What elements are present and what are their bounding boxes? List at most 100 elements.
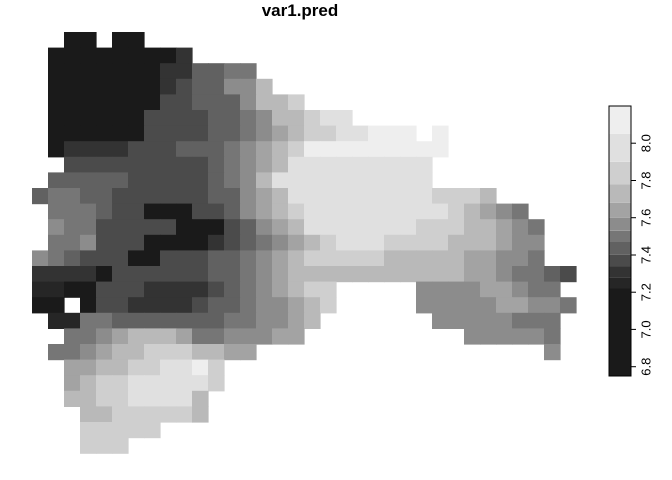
raster-cell <box>144 188 161 205</box>
raster-cell <box>368 219 385 236</box>
raster-cell <box>160 359 177 376</box>
raster-cell <box>176 203 193 220</box>
raster-cell <box>560 297 577 314</box>
raster-cell <box>528 328 545 345</box>
raster-cell <box>48 250 65 267</box>
raster-cell <box>128 110 145 127</box>
raster-cell <box>224 328 241 345</box>
raster-cell <box>64 32 81 49</box>
raster-cell <box>96 78 113 95</box>
raster-cell <box>240 110 257 127</box>
raster-cell <box>496 234 513 251</box>
raster-cell <box>416 141 433 158</box>
raster-cell <box>240 266 257 283</box>
raster-cell <box>288 125 305 142</box>
raster-cell <box>128 281 145 298</box>
raster-cell <box>64 94 81 111</box>
raster-cell <box>80 110 97 127</box>
raster-cell <box>176 297 193 314</box>
raster-cell <box>304 156 321 173</box>
chart-title: var1.pred <box>261 1 339 20</box>
raster-cell <box>192 344 209 361</box>
raster-cell <box>352 188 369 205</box>
raster-cell <box>144 78 161 95</box>
raster-cell <box>464 266 481 283</box>
raster-cell <box>112 375 129 392</box>
raster-cell <box>176 250 193 267</box>
raster-cell <box>544 312 561 329</box>
raster-cell <box>288 312 305 329</box>
raster-cell <box>416 172 433 189</box>
legend-swatch <box>609 266 631 278</box>
legend-swatch <box>609 106 631 134</box>
raster-cell <box>368 172 385 189</box>
raster-cell <box>256 78 273 95</box>
raster-cell <box>432 250 449 267</box>
raster-cell <box>416 266 433 283</box>
raster-cell <box>368 156 385 173</box>
raster-cell <box>224 281 241 298</box>
raster-cell <box>224 63 241 80</box>
raster-cell <box>256 234 273 251</box>
raster-cell <box>112 219 129 236</box>
raster-cell <box>368 141 385 158</box>
raster-cell <box>96 156 113 173</box>
raster-cell <box>304 125 321 142</box>
raster-cell <box>368 266 385 283</box>
raster-cell <box>208 188 225 205</box>
raster-cell <box>96 266 113 283</box>
raster-cell <box>448 219 465 236</box>
raster-cell <box>464 234 481 251</box>
raster-cell <box>336 156 353 173</box>
raster-cell <box>224 94 241 111</box>
raster-cell <box>320 281 337 298</box>
raster-cell <box>544 328 561 345</box>
raster-cell <box>352 266 369 283</box>
raster-cell <box>240 297 257 314</box>
raster-cell <box>160 344 177 361</box>
raster-cell <box>224 188 241 205</box>
raster-cell <box>128 47 145 64</box>
raster-cell <box>48 94 65 111</box>
raster-cell <box>224 203 241 220</box>
raster-cell <box>304 312 321 329</box>
raster-cell <box>192 281 209 298</box>
raster-cell <box>336 172 353 189</box>
raster-cell <box>208 344 225 361</box>
raster-cell <box>160 125 177 142</box>
raster-cell <box>176 172 193 189</box>
raster-cell <box>272 266 289 283</box>
raster-cell <box>64 375 81 392</box>
raster-cell <box>224 312 241 329</box>
raster-cell <box>416 297 433 314</box>
raster-cell <box>192 406 209 423</box>
raster-cell <box>48 47 65 64</box>
legend-swatch <box>609 241 631 255</box>
raster-cell <box>272 297 289 314</box>
raster-cell <box>496 219 513 236</box>
raster-cell <box>288 188 305 205</box>
raster-cell <box>192 78 209 95</box>
raster-cell <box>160 234 177 251</box>
raster-cell <box>352 219 369 236</box>
raster-cell <box>528 234 545 251</box>
raster-cell <box>480 250 497 267</box>
raster-cell <box>176 94 193 111</box>
raster-cell <box>528 250 545 267</box>
raster-cell <box>128 266 145 283</box>
raster-cell <box>80 281 97 298</box>
raster-cell <box>96 328 113 345</box>
raster-cell <box>144 47 161 64</box>
raster-cell <box>304 219 321 236</box>
raster-cell <box>224 297 241 314</box>
raster-cell <box>240 312 257 329</box>
raster-cell <box>432 219 449 236</box>
raster-cell <box>240 250 257 267</box>
raster-cell <box>80 328 97 345</box>
raster-cell <box>320 266 337 283</box>
raster-cell <box>176 344 193 361</box>
raster-cell <box>336 125 353 142</box>
raster-cell <box>128 312 145 329</box>
raster-cell <box>240 94 257 111</box>
raster-cell <box>80 172 97 189</box>
